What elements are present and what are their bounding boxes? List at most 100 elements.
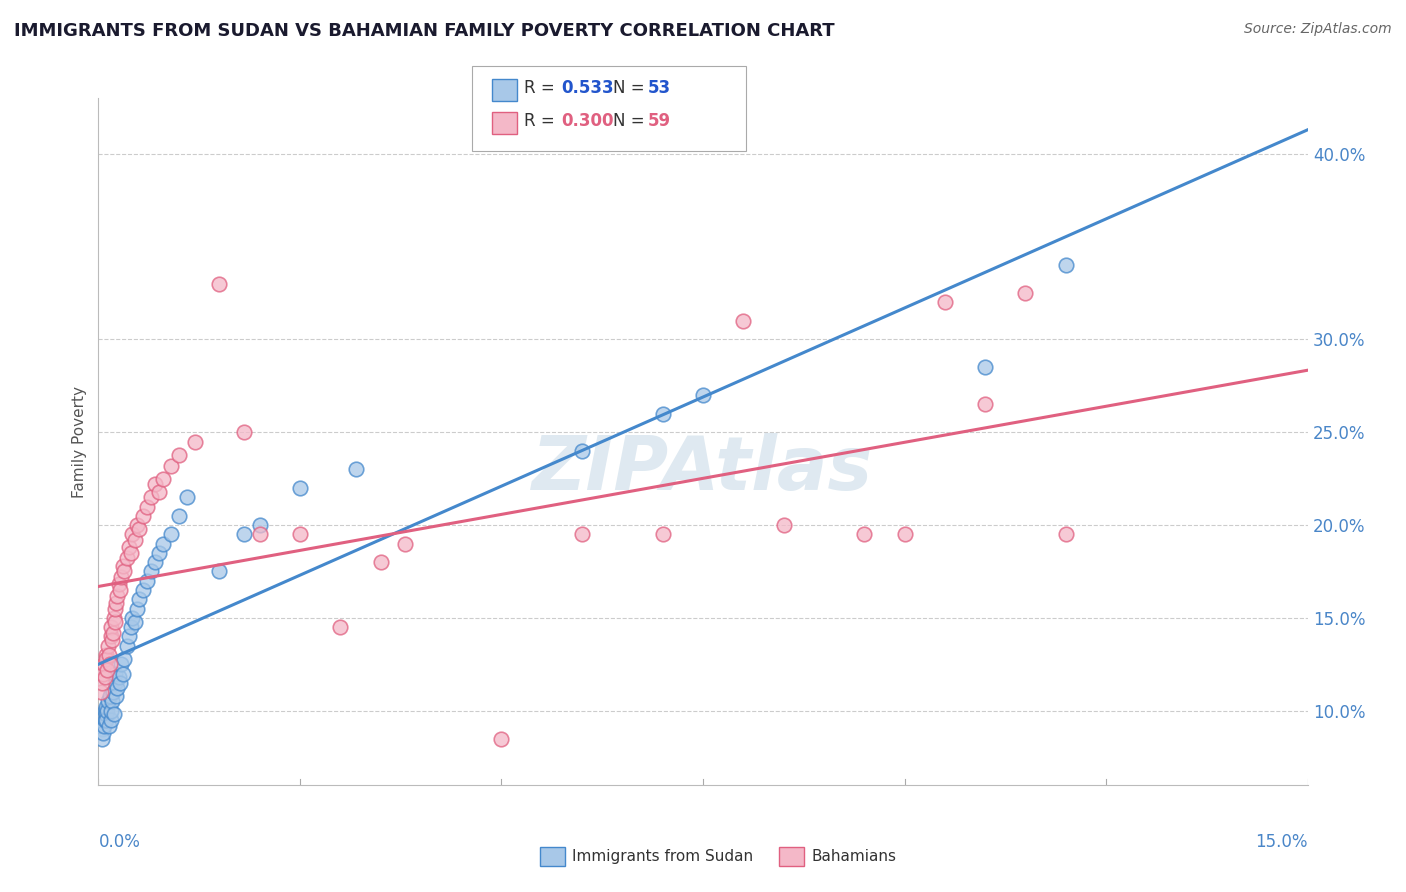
- Point: [90, 685, 112, 699]
- Point: [96, 663, 118, 677]
- Point: [98, 689, 121, 703]
- Point: [651, 527, 673, 541]
- Point: [139, 565, 162, 579]
- Point: [772, 518, 794, 533]
- Point: [96, 651, 118, 665]
- Point: [91, 731, 114, 746]
- Point: [107, 670, 129, 684]
- Text: 59: 59: [648, 112, 671, 130]
- Point: [394, 536, 416, 550]
- Point: [115, 639, 138, 653]
- Point: [132, 508, 155, 523]
- Text: Source: ZipAtlas.com: Source: ZipAtlas.com: [1244, 22, 1392, 37]
- Point: [96, 713, 118, 727]
- Point: [143, 477, 166, 491]
- Point: [97, 694, 120, 708]
- Point: [1014, 286, 1036, 301]
- Point: [1054, 527, 1077, 541]
- Point: [853, 527, 876, 541]
- Point: [100, 704, 122, 718]
- Text: R =: R =: [524, 79, 561, 97]
- Point: [288, 481, 311, 495]
- Point: [105, 681, 128, 696]
- Point: [121, 611, 143, 625]
- Point: [108, 582, 131, 597]
- Point: [128, 522, 150, 536]
- Point: [893, 527, 915, 541]
- Point: [160, 458, 183, 473]
- Point: [94, 670, 117, 684]
- Point: [112, 565, 135, 579]
- Point: [97, 639, 120, 653]
- Point: [974, 397, 997, 411]
- Text: 53: 53: [648, 79, 671, 97]
- Point: [105, 596, 128, 610]
- Point: [249, 518, 271, 533]
- Point: [107, 577, 129, 591]
- Point: [491, 731, 513, 746]
- Point: [249, 527, 271, 541]
- Point: [103, 676, 125, 690]
- Text: ZIPAtlas: ZIPAtlas: [533, 433, 873, 506]
- Point: [121, 527, 143, 541]
- Point: [184, 434, 207, 449]
- Point: [124, 533, 146, 547]
- Point: [208, 277, 231, 291]
- Point: [120, 546, 142, 560]
- Point: [139, 490, 162, 504]
- Point: [100, 630, 122, 644]
- Point: [160, 527, 183, 541]
- Point: [103, 611, 125, 625]
- Point: [152, 536, 174, 550]
- Point: [329, 620, 352, 634]
- Point: [115, 551, 138, 566]
- Point: [232, 527, 254, 541]
- Point: [93, 718, 115, 732]
- Point: [135, 500, 157, 514]
- Text: Bahamians: Bahamians: [811, 849, 896, 863]
- Point: [105, 689, 128, 703]
- Point: [167, 448, 190, 462]
- Point: [93, 657, 115, 672]
- Point: [208, 565, 231, 579]
- Point: [148, 484, 170, 499]
- Point: [100, 713, 122, 727]
- Point: [97, 648, 120, 662]
- Text: 0.533: 0.533: [561, 79, 613, 97]
- Point: [90, 723, 112, 737]
- Point: [101, 694, 124, 708]
- Point: [176, 490, 198, 504]
- Point: [103, 615, 125, 629]
- Point: [97, 718, 120, 732]
- Point: [110, 657, 132, 672]
- Point: [94, 648, 117, 662]
- Point: [692, 388, 714, 402]
- Point: [370, 555, 392, 569]
- Point: [124, 615, 146, 629]
- Point: [232, 425, 254, 440]
- Point: [100, 620, 122, 634]
- Point: [94, 713, 117, 727]
- Point: [101, 625, 124, 640]
- Point: [127, 518, 149, 533]
- Point: [96, 704, 118, 718]
- Point: [152, 472, 174, 486]
- Point: [651, 407, 673, 421]
- Point: [974, 360, 997, 375]
- Point: [91, 676, 114, 690]
- Point: [108, 676, 131, 690]
- Point: [148, 546, 170, 560]
- Point: [101, 633, 124, 648]
- Point: [111, 666, 134, 681]
- Point: [288, 527, 311, 541]
- Point: [91, 726, 114, 740]
- Point: [143, 555, 166, 569]
- Point: [733, 314, 755, 328]
- Point: [132, 582, 155, 597]
- Text: N =: N =: [613, 112, 650, 130]
- Point: [135, 574, 157, 588]
- Point: [104, 666, 127, 681]
- Text: 15.0%: 15.0%: [1256, 833, 1308, 851]
- Point: [96, 700, 118, 714]
- Text: 0.0%: 0.0%: [98, 833, 141, 851]
